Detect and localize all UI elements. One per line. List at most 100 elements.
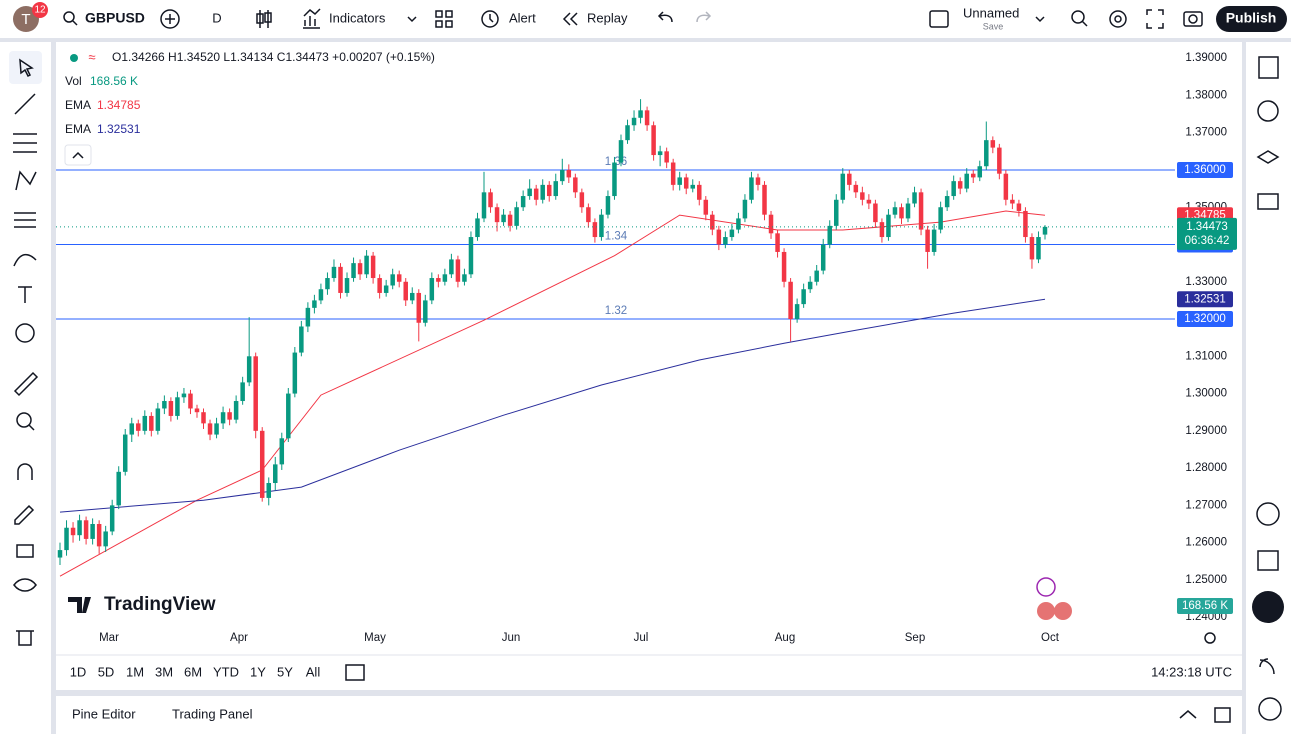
emoji-tool[interactable] — [15, 323, 35, 343]
trendline-tool[interactable] — [14, 93, 36, 115]
bottom-tab[interactable]: Pine Editor — [72, 706, 136, 721]
chart-type-icon — [256, 13, 264, 24]
target-icon[interactable] — [1256, 502, 1280, 526]
replay-button[interactable]: Replay — [587, 10, 628, 25]
settings-icon[interactable] — [1109, 10, 1127, 28]
candle-body — [990, 140, 996, 148]
layout-icon — [435, 20, 443, 28]
candle-body — [116, 471, 121, 506]
countdown: 06:36:42 — [1185, 235, 1230, 247]
fib-tool[interactable] — [13, 133, 37, 153]
event-flag[interactable] — [1037, 602, 1055, 620]
candle-body — [716, 229, 722, 245]
axis-settings[interactable] — [1204, 632, 1216, 644]
candle-body — [762, 184, 767, 215]
visibility-tool[interactable] — [13, 578, 37, 592]
maximize-panel[interactable] — [1214, 707, 1231, 723]
forecast-tool[interactable] — [14, 212, 36, 228]
collapse-button[interactable] — [64, 144, 92, 166]
range-button[interactable]: 1Y — [250, 664, 266, 679]
range-button[interactable]: 1D — [70, 664, 87, 679]
undo-icon[interactable] — [657, 11, 673, 23]
event-icon[interactable] — [1036, 577, 1056, 597]
apps-button[interactable] — [1252, 591, 1284, 623]
trash-tool[interactable] — [16, 630, 34, 646]
candle-body — [305, 307, 311, 327]
candle-body — [455, 259, 461, 282]
cursor-tool[interactable] — [19, 58, 34, 78]
text-tool[interactable] — [18, 286, 32, 303]
candle-body — [109, 505, 115, 532]
candle-body — [331, 266, 337, 279]
help-icon[interactable] — [1258, 697, 1282, 721]
settings-icon — [1114, 15, 1122, 23]
alert-icon[interactable] — [481, 10, 499, 28]
search-icon[interactable] — [63, 11, 75, 23]
quick-search-icon[interactable] — [1071, 10, 1085, 24]
chevron[interactable] — [1035, 16, 1045, 23]
event-flag[interactable] — [1054, 602, 1072, 620]
redo-icon[interactable] — [696, 11, 712, 23]
chevron[interactable] — [407, 16, 417, 23]
signal-icon[interactable] — [1259, 658, 1275, 675]
candle-body — [1036, 237, 1041, 260]
layout-name[interactable]: Unnamed — [963, 5, 1019, 20]
candle-body — [403, 281, 408, 301]
brush-tool[interactable] — [13, 253, 37, 267]
compare-icon[interactable] — [160, 9, 180, 29]
alert-icon — [489, 14, 494, 23]
candle-body — [377, 278, 382, 293]
ruler-tool[interactable] — [13, 371, 39, 397]
range-button[interactable]: 1M — [126, 664, 144, 679]
candle-body — [755, 177, 761, 185]
fullscreen-icon[interactable] — [1146, 9, 1164, 29]
symbol[interactable]: GBPUSD — [85, 10, 145, 26]
candle-body — [1029, 237, 1035, 260]
bottom-tab[interactable]: Trading Panel — [172, 706, 253, 721]
bottom-panel — [56, 696, 1242, 734]
y-tick-label: 1.30000 — [1185, 388, 1227, 400]
range-button[interactable]: 6M — [184, 664, 202, 679]
collapse-panel[interactable] — [1179, 710, 1197, 719]
calendar-icon[interactable] — [1257, 550, 1279, 571]
lock-tool[interactable] — [16, 544, 34, 558]
candle-body — [410, 292, 415, 301]
indicators-icon[interactable] — [303, 8, 321, 29]
publish-button[interactable] — [1216, 6, 1287, 32]
candle-body — [546, 184, 552, 197]
chart-panel — [56, 42, 1242, 690]
chat-icon[interactable] — [1257, 193, 1279, 210]
y-tick-label: 1.26000 — [1185, 537, 1227, 549]
y-tick-label: 1.28000 — [1185, 462, 1227, 474]
candle-body — [286, 393, 291, 439]
indicators-button[interactable]: Indicators — [329, 10, 386, 25]
interval[interactable]: D — [212, 10, 221, 25]
snapshot-icon[interactable] — [1183, 11, 1203, 27]
candle-body — [964, 173, 969, 189]
alert-button[interactable]: Alert — [509, 10, 536, 25]
pattern-tool[interactable] — [15, 170, 37, 191]
watermark: TradingView — [104, 594, 216, 615]
range-button[interactable]: 3M — [155, 664, 173, 679]
range-button[interactable]: 5D — [98, 664, 115, 679]
zoom-tool[interactable] — [16, 412, 32, 428]
watchlist-icon[interactable] — [1258, 56, 1279, 79]
y-tick-label: 1.37000 — [1185, 127, 1227, 139]
range-button[interactable]: All — [306, 664, 321, 679]
magnet-tool[interactable] — [17, 463, 33, 480]
layout-icon[interactable] — [435, 10, 443, 18]
level-label: 1.32 — [605, 305, 627, 317]
candle-body — [96, 524, 102, 547]
replay-icon[interactable] — [562, 12, 578, 26]
draw-mode-tool[interactable] — [14, 504, 35, 525]
range-button[interactable]: 5Y — [277, 664, 293, 679]
alerts-icon[interactable] — [1257, 100, 1279, 122]
candle-body — [951, 181, 956, 197]
candle-body — [122, 434, 128, 472]
range-button[interactable]: YTD — [213, 664, 239, 679]
goto-date-icon[interactable] — [345, 664, 365, 681]
layout-checkbox[interactable] — [929, 10, 949, 28]
candle-body — [246, 356, 252, 383]
layers-icon[interactable] — [1256, 150, 1280, 164]
ema-badge-label: 1.32531 — [1184, 293, 1226, 305]
